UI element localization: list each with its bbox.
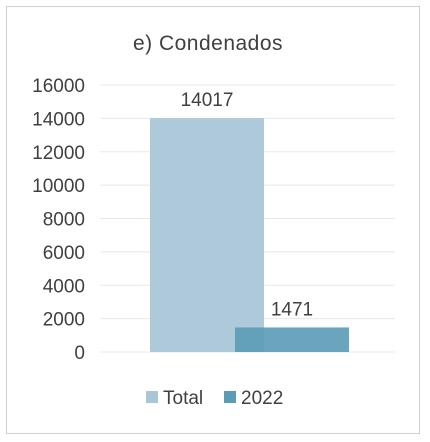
y-tick-label: 4000 [43, 276, 85, 297]
data-label: 1471 [271, 299, 313, 320]
chart-title: e) Condenados [133, 32, 283, 55]
y-tick-label: 6000 [43, 243, 85, 264]
bar-total [150, 118, 264, 353]
legend-swatch [146, 391, 158, 403]
legend-label: 2022 [241, 388, 283, 409]
legend-label: Total [163, 388, 203, 409]
y-tick-label: 10000 [32, 176, 85, 197]
bars [150, 118, 349, 353]
legend-swatch [224, 391, 236, 403]
y-tick-label: 14000 [32, 109, 85, 130]
y-tick-label: 16000 [32, 76, 85, 97]
data-labels: 14017 1471 [181, 90, 314, 320]
y-tick-label: 12000 [32, 143, 85, 164]
legend: Total 2022 [146, 388, 283, 409]
y-tick-label: 0 [74, 343, 85, 364]
y-axis-ticks: 0 2000 4000 6000 8000 10000 12000 14000 16000 [32, 76, 85, 364]
data-label: 14017 [181, 90, 234, 111]
y-tick-label: 8000 [43, 210, 85, 231]
bar-2022 [235, 327, 349, 352]
y-tick-label: 2000 [43, 310, 85, 331]
